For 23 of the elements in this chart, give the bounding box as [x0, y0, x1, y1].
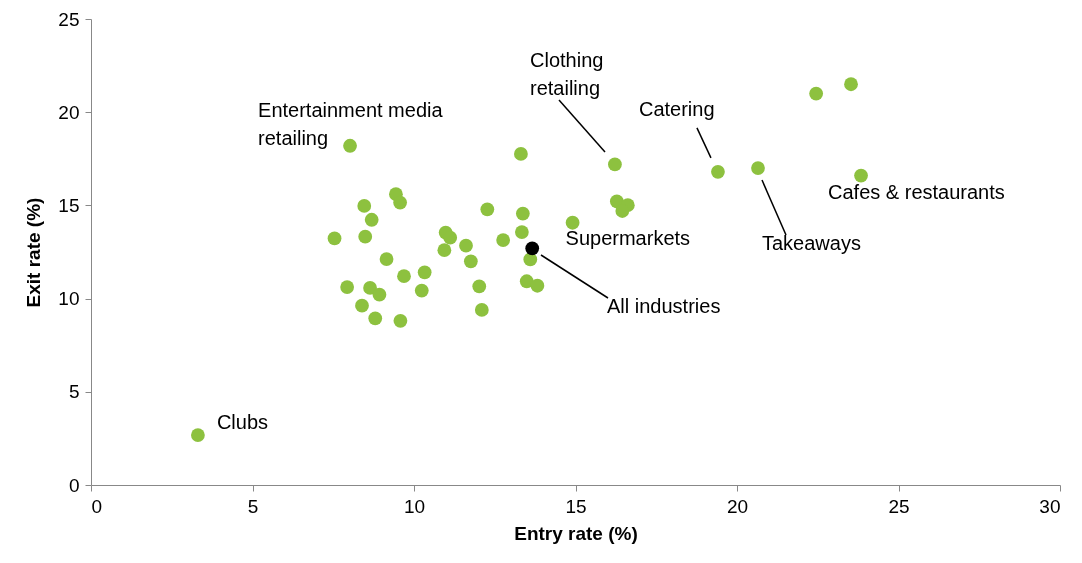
annotation: Cafes & restaurants [828, 180, 1005, 203]
annotation: Supermarkets [565, 226, 691, 249]
annotation: Catering [638, 97, 715, 120]
annotation: Entertainment media retailing [258, 98, 444, 149]
x-tick-label: 20 [726, 495, 749, 517]
y-axis-title: Exit rate (%) [23, 197, 45, 308]
y-tick-label: 0 [68, 474, 80, 496]
y-tick-label: 10 [58, 288, 80, 310]
annotation: Clothing retailing [530, 49, 604, 99]
x-tick-label: 25 [888, 495, 910, 517]
y-tick-label: 20 [58, 101, 80, 123]
annotation: Takeaways [762, 232, 861, 254]
x-tick-label: 0 [91, 495, 103, 517]
y-tick-label: 5 [68, 381, 80, 403]
x-tick-label: 5 [247, 495, 259, 517]
y-tick-label: 15 [58, 194, 80, 216]
y-tick-label: 25 [58, 8, 80, 30]
x-tick-label: 15 [565, 495, 587, 517]
annotation: Clubs [216, 411, 269, 434]
x-axis-title: Entry rate (%) [514, 522, 638, 544]
annotation: All industries [607, 295, 721, 317]
x-tick-label: 30 [1039, 495, 1061, 517]
x-tick-label: 10 [403, 495, 426, 517]
